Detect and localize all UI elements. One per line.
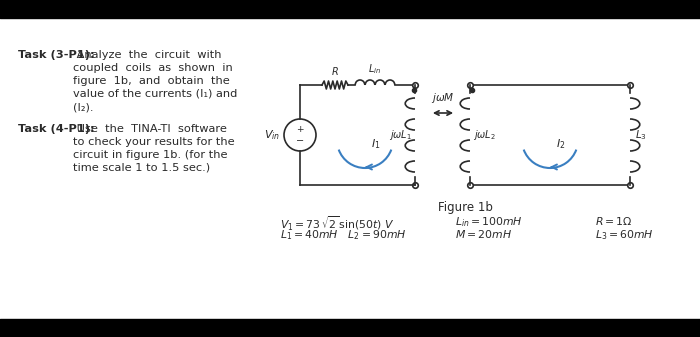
Text: $j\omega M$: $j\omega M$ <box>431 91 455 105</box>
Text: Analyze  the  circuit  with: Analyze the circuit with <box>73 50 221 60</box>
Text: to check your results for the: to check your results for the <box>73 137 234 147</box>
Text: $M = 20mH$: $M = 20mH$ <box>455 228 512 240</box>
Text: Use  the  TINA-TI  software: Use the TINA-TI software <box>73 124 227 134</box>
Text: figure  1b,  and  obtain  the: figure 1b, and obtain the <box>73 76 230 86</box>
Text: Task (3-P1):: Task (3-P1): <box>18 50 95 60</box>
Text: value of the currents (I₁) and: value of the currents (I₁) and <box>73 89 237 99</box>
Text: $I_2$: $I_2$ <box>556 137 566 151</box>
Text: −: − <box>296 136 304 146</box>
Text: $I_1$: $I_1$ <box>371 137 381 151</box>
Text: (I₂).: (I₂). <box>73 102 94 112</box>
Text: $V_1 = 73\,\sqrt{2}\,\sin(50t)\ V$: $V_1 = 73\,\sqrt{2}\,\sin(50t)\ V$ <box>280 215 395 233</box>
Text: $L_1 = 40mH\quad L_2 = 90mH$: $L_1 = 40mH\quad L_2 = 90mH$ <box>280 228 407 242</box>
Text: time scale 1 to 1.5 sec.): time scale 1 to 1.5 sec.) <box>73 163 210 173</box>
Text: +: + <box>296 125 304 134</box>
Text: circuit in figure 1b. (for the: circuit in figure 1b. (for the <box>73 150 228 160</box>
Text: $L_3 = 60mH$: $L_3 = 60mH$ <box>595 228 654 242</box>
Text: $j\omega L_2$: $j\omega L_2$ <box>473 128 496 142</box>
Text: $L_3$: $L_3$ <box>635 128 647 142</box>
Text: $L_{in}$: $L_{in}$ <box>368 62 382 76</box>
Text: $L_{in} = 100mH$: $L_{in} = 100mH$ <box>455 215 523 229</box>
Text: $j\omega L_1$: $j\omega L_1$ <box>389 128 412 142</box>
Text: coupled  coils  as  shown  in: coupled coils as shown in <box>73 63 232 73</box>
Text: Task (4-P1):: Task (4-P1): <box>18 124 95 134</box>
Text: $R = 1\Omega$: $R = 1\Omega$ <box>595 215 633 227</box>
Text: R: R <box>332 67 338 77</box>
Text: $V_{in}$: $V_{in}$ <box>264 128 280 142</box>
Text: Figure 1b: Figure 1b <box>438 201 492 214</box>
